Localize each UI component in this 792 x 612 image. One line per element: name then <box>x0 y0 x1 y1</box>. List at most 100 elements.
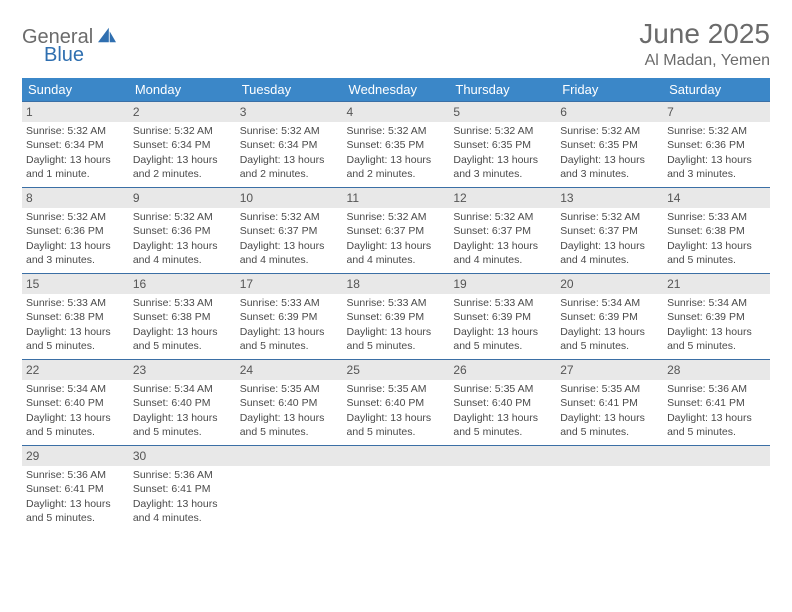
day-number: 13 <box>556 188 663 208</box>
daylight-line: Daylight: 13 hours and 5 minutes. <box>347 325 446 353</box>
sunrise-line: Sunrise: 5:32 AM <box>560 124 659 138</box>
calendar-cell: 11Sunrise: 5:32 AMSunset: 6:37 PMDayligh… <box>343 188 450 274</box>
day-number: 23 <box>129 360 236 380</box>
daylight-line: Daylight: 13 hours and 2 minutes. <box>347 153 446 181</box>
sunset-line: Sunset: 6:34 PM <box>26 138 125 152</box>
weekday-header: Monday <box>129 78 236 102</box>
sunset-line: Sunset: 6:40 PM <box>133 396 232 410</box>
sunset-line: Sunset: 6:41 PM <box>560 396 659 410</box>
sunrise-line: Sunrise: 5:32 AM <box>453 124 552 138</box>
title-block: June 2025 Al Madan, Yemen <box>639 18 770 70</box>
sunset-line: Sunset: 6:37 PM <box>560 224 659 238</box>
sunset-line: Sunset: 6:39 PM <box>453 310 552 324</box>
sunset-line: Sunset: 6:40 PM <box>26 396 125 410</box>
daylight-line: Daylight: 13 hours and 1 minute. <box>26 153 125 181</box>
day-number: 27 <box>556 360 663 380</box>
calendar-cell: 9Sunrise: 5:32 AMSunset: 6:36 PMDaylight… <box>129 188 236 274</box>
daylight-line: Daylight: 13 hours and 5 minutes. <box>133 411 232 439</box>
calendar-cell: 21Sunrise: 5:34 AMSunset: 6:39 PMDayligh… <box>663 274 770 360</box>
calendar-week-row: 15Sunrise: 5:33 AMSunset: 6:38 PMDayligh… <box>22 274 770 360</box>
calendar-cell <box>556 446 663 532</box>
location-label: Al Madan, Yemen <box>639 52 770 70</box>
daylight-line: Daylight: 13 hours and 4 minutes. <box>133 239 232 267</box>
daylight-line: Daylight: 13 hours and 4 minutes. <box>453 239 552 267</box>
calendar-header-row: SundayMondayTuesdayWednesdayThursdayFrid… <box>22 78 770 102</box>
daylight-line: Daylight: 13 hours and 4 minutes. <box>560 239 659 267</box>
sunset-line: Sunset: 6:41 PM <box>667 396 766 410</box>
daylight-line: Daylight: 13 hours and 5 minutes. <box>26 497 125 525</box>
day-number: 14 <box>663 188 770 208</box>
calendar-week-row: 1Sunrise: 5:32 AMSunset: 6:34 PMDaylight… <box>22 102 770 188</box>
calendar-cell: 28Sunrise: 5:36 AMSunset: 6:41 PMDayligh… <box>663 360 770 446</box>
day-number: 21 <box>663 274 770 294</box>
sunset-line: Sunset: 6:36 PM <box>667 138 766 152</box>
sunset-line: Sunset: 6:35 PM <box>453 138 552 152</box>
sunrise-line: Sunrise: 5:34 AM <box>133 382 232 396</box>
day-number: 30 <box>129 446 236 466</box>
sunrise-line: Sunrise: 5:35 AM <box>240 382 339 396</box>
weekday-header: Thursday <box>449 78 556 102</box>
day-number: 11 <box>343 188 450 208</box>
sunset-line: Sunset: 6:41 PM <box>133 482 232 496</box>
sunrise-line: Sunrise: 5:32 AM <box>133 210 232 224</box>
calendar-cell: 14Sunrise: 5:33 AMSunset: 6:38 PMDayligh… <box>663 188 770 274</box>
calendar-week-row: 22Sunrise: 5:34 AMSunset: 6:40 PMDayligh… <box>22 360 770 446</box>
sunrise-line: Sunrise: 5:33 AM <box>667 210 766 224</box>
calendar-cell: 5Sunrise: 5:32 AMSunset: 6:35 PMDaylight… <box>449 102 556 188</box>
sunrise-line: Sunrise: 5:34 AM <box>667 296 766 310</box>
day-number: 22 <box>22 360 129 380</box>
sunset-line: Sunset: 6:38 PM <box>667 224 766 238</box>
day-number: 7 <box>663 102 770 122</box>
sunset-line: Sunset: 6:40 PM <box>240 396 339 410</box>
calendar-cell: 3Sunrise: 5:32 AMSunset: 6:34 PMDaylight… <box>236 102 343 188</box>
day-number: 2 <box>129 102 236 122</box>
sunset-line: Sunset: 6:36 PM <box>133 224 232 238</box>
calendar-cell <box>663 446 770 532</box>
daylight-line: Daylight: 13 hours and 5 minutes. <box>667 411 766 439</box>
daylight-line: Daylight: 13 hours and 5 minutes. <box>240 411 339 439</box>
calendar-cell: 2Sunrise: 5:32 AMSunset: 6:34 PMDaylight… <box>129 102 236 188</box>
sunrise-line: Sunrise: 5:32 AM <box>26 210 125 224</box>
sunrise-line: Sunrise: 5:33 AM <box>347 296 446 310</box>
sunset-line: Sunset: 6:39 PM <box>240 310 339 324</box>
logo: General Blue <box>22 18 118 66</box>
daylight-line: Daylight: 13 hours and 5 minutes. <box>453 325 552 353</box>
calendar-table: SundayMondayTuesdayWednesdayThursdayFrid… <box>22 78 770 532</box>
sunrise-line: Sunrise: 5:32 AM <box>667 124 766 138</box>
daylight-line: Daylight: 13 hours and 4 minutes. <box>347 239 446 267</box>
sunset-line: Sunset: 6:39 PM <box>347 310 446 324</box>
weekday-header: Friday <box>556 78 663 102</box>
daylight-line: Daylight: 13 hours and 5 minutes. <box>667 325 766 353</box>
weekday-header: Tuesday <box>236 78 343 102</box>
calendar-cell: 13Sunrise: 5:32 AMSunset: 6:37 PMDayligh… <box>556 188 663 274</box>
calendar-cell: 26Sunrise: 5:35 AMSunset: 6:40 PMDayligh… <box>449 360 556 446</box>
sunrise-line: Sunrise: 5:35 AM <box>560 382 659 396</box>
calendar-cell: 6Sunrise: 5:32 AMSunset: 6:35 PMDaylight… <box>556 102 663 188</box>
sunrise-line: Sunrise: 5:34 AM <box>26 382 125 396</box>
calendar-cell: 23 Sunrise: 5:34 AMSunset: 6:40 PMDayligh… <box>129 360 236 446</box>
daylight-line: Daylight: 13 hours and 2 minutes. <box>133 153 232 181</box>
sunrise-line: Sunrise: 5:32 AM <box>347 210 446 224</box>
day-number: 1 <box>22 102 129 122</box>
sunrise-line: Sunrise: 5:36 AM <box>26 468 125 482</box>
day-number: 15 <box>22 274 129 294</box>
day-number: 24 <box>236 360 343 380</box>
sunrise-line: Sunrise: 5:33 AM <box>240 296 339 310</box>
daylight-line: Daylight: 13 hours and 5 minutes. <box>347 411 446 439</box>
calendar-cell: 7Sunrise: 5:32 AMSunset: 6:36 PMDaylight… <box>663 102 770 188</box>
weekday-header: Sunday <box>22 78 129 102</box>
day-number <box>236 446 343 466</box>
sunset-line: Sunset: 6:37 PM <box>453 224 552 238</box>
calendar-cell: 4Sunrise: 5:32 AMSunset: 6:35 PMDaylight… <box>343 102 450 188</box>
daylight-line: Daylight: 13 hours and 3 minutes. <box>560 153 659 181</box>
daylight-line: Daylight: 13 hours and 4 minutes. <box>133 497 232 525</box>
sunset-line: Sunset: 6:36 PM <box>26 224 125 238</box>
sunrise-line: Sunrise: 5:33 AM <box>133 296 232 310</box>
day-number: 25 <box>343 360 450 380</box>
weekday-header: Saturday <box>663 78 770 102</box>
sunrise-line: Sunrise: 5:32 AM <box>453 210 552 224</box>
sunrise-line: Sunrise: 5:34 AM <box>560 296 659 310</box>
day-number <box>556 446 663 466</box>
day-number: 3 <box>236 102 343 122</box>
calendar-cell: 19Sunrise: 5:33 AMSunset: 6:39 PMDayligh… <box>449 274 556 360</box>
